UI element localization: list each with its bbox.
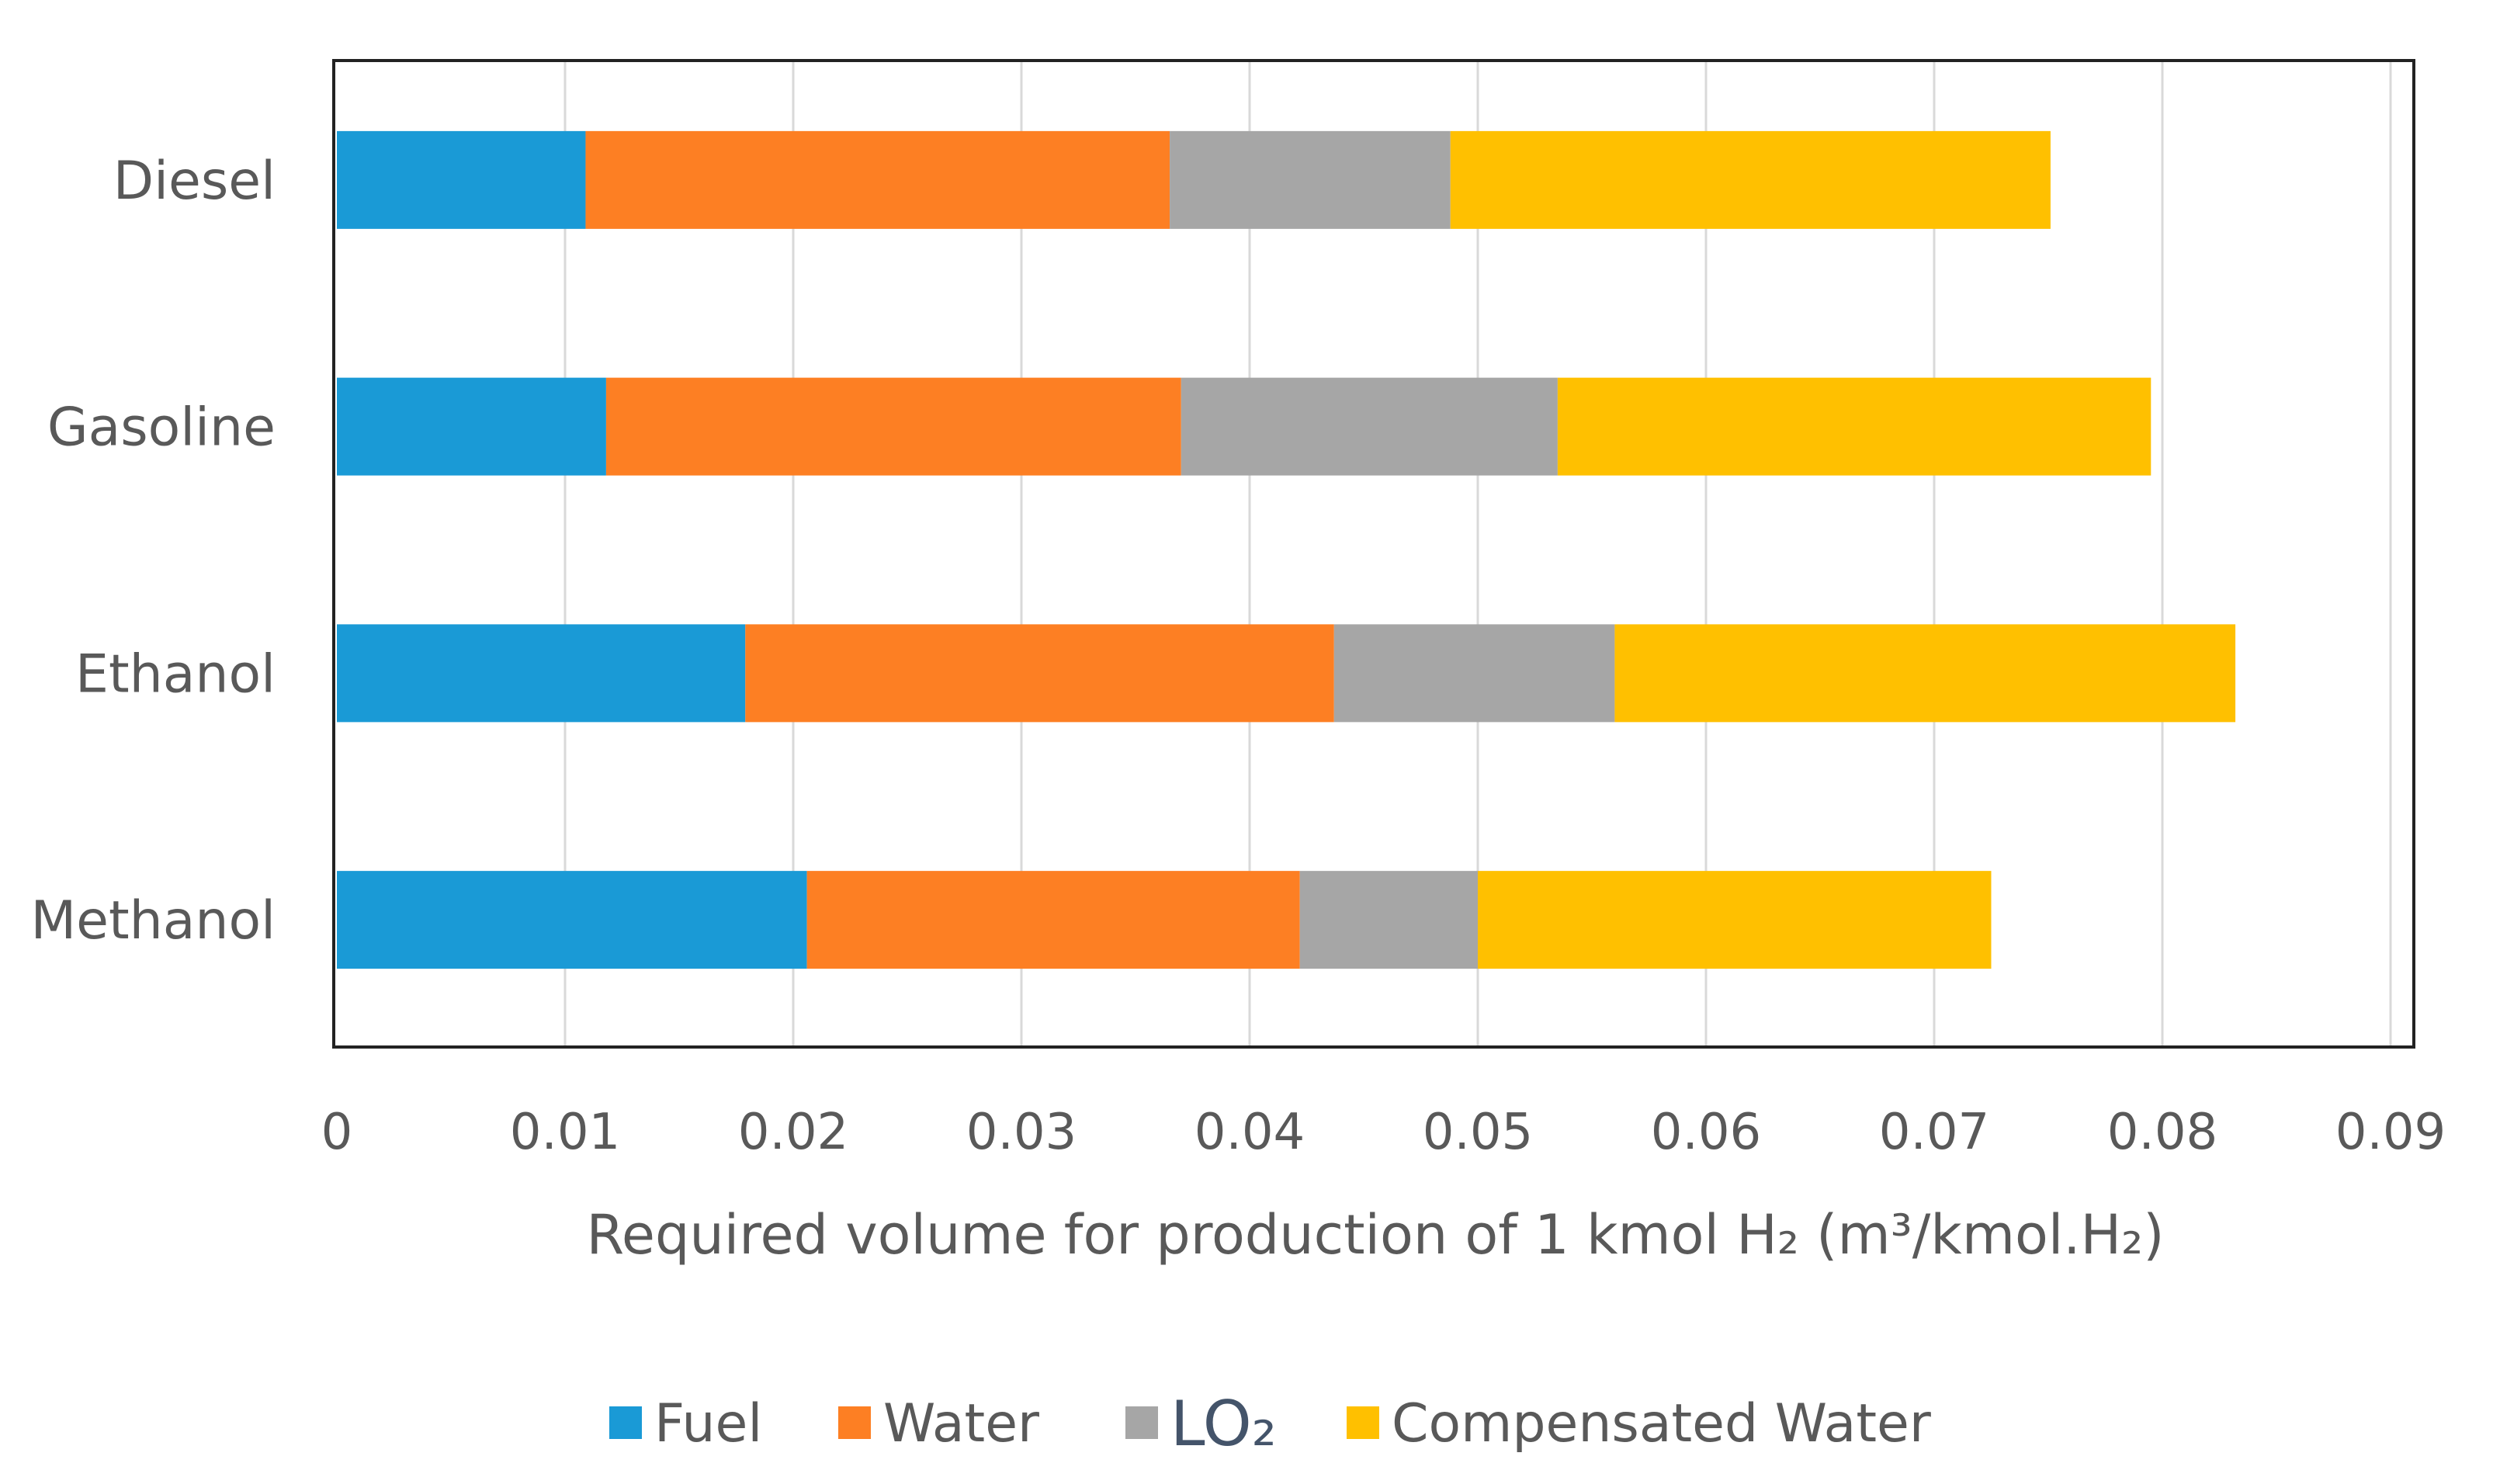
x-tick-label: 0.02 bbox=[738, 1104, 849, 1161]
legend-swatch bbox=[609, 1406, 642, 1439]
legend-label: Compensated Water bbox=[1392, 1393, 1931, 1455]
bar-segment-lo--gasoline bbox=[1181, 377, 1558, 476]
bar-segment-water-methanol bbox=[806, 871, 1300, 969]
x-tick-label: 0.01 bbox=[510, 1104, 621, 1161]
bars bbox=[337, 130, 2236, 969]
bar-segment-compensated-water-ethanol bbox=[1614, 624, 2236, 723]
category-label: Methanol bbox=[30, 890, 276, 952]
bar-segment-water-ethanol bbox=[745, 624, 1334, 723]
x-tick-label: 0 bbox=[321, 1104, 353, 1161]
x-tick-label: 0.05 bbox=[1423, 1104, 1534, 1161]
legend-swatch bbox=[1347, 1406, 1379, 1439]
legend-item: Compensated Water bbox=[1347, 1393, 1931, 1455]
legend-label: Water bbox=[883, 1393, 1039, 1455]
bar-segment-compensated-water-gasoline bbox=[1557, 377, 2151, 476]
x-tick-label: 0.03 bbox=[966, 1104, 1077, 1161]
bar-segment-fuel-diesel bbox=[337, 130, 586, 229]
legend-label: Fuel bbox=[654, 1393, 762, 1455]
legend-item: LO₂ bbox=[1125, 1388, 1277, 1460]
legend: Fuel Water LO₂ Compensated Water bbox=[609, 1388, 1931, 1460]
legend-label: LO₂ bbox=[1170, 1388, 1277, 1460]
bar-segment-lo--methanol bbox=[1299, 871, 1478, 969]
bar-segment-compensated-water-diesel bbox=[1450, 130, 2051, 229]
bar-segment-fuel-methanol bbox=[337, 871, 807, 969]
plot-frame bbox=[332, 59, 2415, 1049]
bar-segment-fuel-gasoline bbox=[337, 377, 606, 476]
bar-segment-compensated-water-methanol bbox=[1478, 871, 1992, 969]
category-label: Ethanol bbox=[75, 643, 276, 705]
x-tick-label: 0.06 bbox=[1651, 1104, 1762, 1161]
legend-swatch bbox=[838, 1406, 871, 1439]
x-axis-title: Required volume for production of 1 kmol… bbox=[586, 1203, 2164, 1267]
legend-item: Water bbox=[838, 1393, 1039, 1455]
bar-segment-water-gasoline bbox=[605, 377, 1181, 476]
bar-segment-lo--ethanol bbox=[1333, 624, 1615, 723]
x-tick-label: 0.04 bbox=[1194, 1104, 1305, 1161]
category-label: Gasoline bbox=[47, 397, 276, 459]
x-tick-label: 0.08 bbox=[2107, 1104, 2218, 1161]
bar-segment-water-diesel bbox=[585, 130, 1170, 229]
category-labels: Diesel Gasoline Ethanol Methanol bbox=[30, 151, 276, 952]
x-tick-labels: 0 0.01 0.02 0.03 0.04 0.05 0.06 0.07 0.08 0.09 bbox=[321, 1104, 2446, 1161]
x-tick-label: 0.09 bbox=[2335, 1104, 2446, 1161]
legend-item: Fuel bbox=[609, 1393, 762, 1455]
category-label: Diesel bbox=[113, 151, 276, 212]
bar-segment-fuel-ethanol bbox=[337, 624, 746, 723]
bar-segment-lo--diesel bbox=[1170, 130, 1451, 229]
x-tick-label: 0.07 bbox=[1879, 1104, 1990, 1161]
legend-swatch bbox=[1125, 1406, 1158, 1439]
